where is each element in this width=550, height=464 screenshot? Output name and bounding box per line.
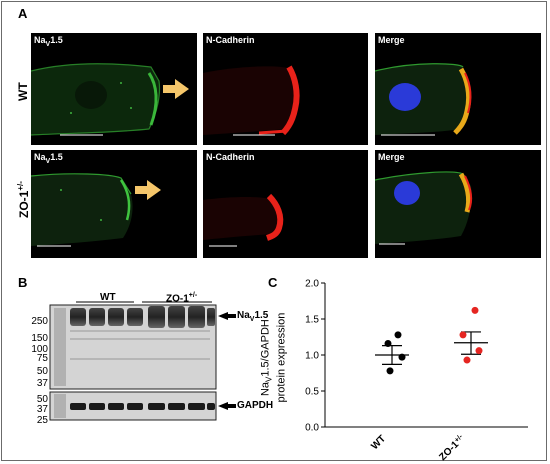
panel-c-letter: C (268, 275, 278, 290)
arrow-icon (218, 312, 236, 320)
data-point (475, 347, 483, 355)
y-tick-label: 1.5 (305, 315, 319, 326)
micrograph-zo1-merge: Merge (375, 150, 541, 258)
data-point (384, 339, 392, 347)
ncadherin-wt-image (203, 65, 300, 136)
blot-group-wt: WT (100, 292, 116, 303)
data-point (386, 367, 394, 375)
data-point (394, 331, 402, 339)
micrograph-wt-merge: Merge (375, 33, 541, 145)
band-label-gapdh: GAPDH (237, 400, 274, 411)
data-point (459, 331, 467, 339)
data-point (398, 353, 406, 361)
y-axis-label: NaV1.5/GAPDH protein expression (259, 312, 288, 403)
micrograph-zo1-ncadherin: N-Cadherin (203, 150, 368, 258)
mw-marker: 25 (36, 415, 48, 426)
merge-zo1-image (375, 171, 473, 245)
image-label-nav15: NaV1.5 (34, 35, 63, 48)
mw-marker: 37 (36, 378, 48, 389)
blot-group-zo1: ZO-1+/- (166, 292, 198, 305)
y-tick-label: 2.0 (305, 279, 319, 290)
image-label-nav15: NaV1.5 (34, 152, 63, 165)
mw-marker: 50 (36, 366, 48, 377)
nav15-wt-image (31, 63, 189, 136)
x-tick-label: ZO-1+/- (437, 433, 468, 464)
data-point (463, 356, 471, 364)
band-label-nav15: NaV1.5 (237, 310, 269, 323)
image-label-ncadherin: N-Cadherin (206, 152, 255, 162)
image-label-ncadherin: N-Cadherin (206, 35, 255, 45)
mw-marker: 37 (36, 404, 48, 415)
micrograph-wt-ncadherin: N-Cadherin (203, 33, 368, 145)
y-tick-label: 0.5 (305, 387, 319, 398)
image-label-merge: Merge (378, 35, 405, 45)
mw-marker: 75 (36, 353, 48, 364)
arrow-icon (218, 402, 236, 410)
y-tick-label: 0.0 (305, 423, 319, 434)
x-tick-label: WT (369, 433, 388, 452)
micrograph-wt-nav15: NaV1.5 (31, 33, 197, 145)
panel-b-letter: B (18, 275, 28, 290)
y-tick-label: 1.0 (305, 351, 319, 362)
chart-axes: 0.0 0.5 1.0 1.5 2.0 WT ZO-1+/- (305, 279, 528, 464)
micrograph-zo1-nav15: NaV1.5 (31, 150, 197, 258)
arrow-icon (135, 180, 161, 200)
arrow-icon (163, 79, 189, 99)
panel-a-letter: A (18, 6, 28, 21)
merge-wt-image (375, 63, 472, 136)
mw-marker: 150 (31, 333, 48, 344)
image-label-merge: Merge (378, 152, 405, 162)
data-point (471, 306, 479, 314)
ncadherin-zo1-image (203, 193, 284, 247)
mw-marker: 100 (31, 344, 48, 355)
nav15-zo1-image (31, 173, 161, 247)
mw-marker: 250 (31, 316, 48, 327)
mw-marker: 50 (36, 394, 48, 405)
chart-marks (375, 306, 488, 375)
